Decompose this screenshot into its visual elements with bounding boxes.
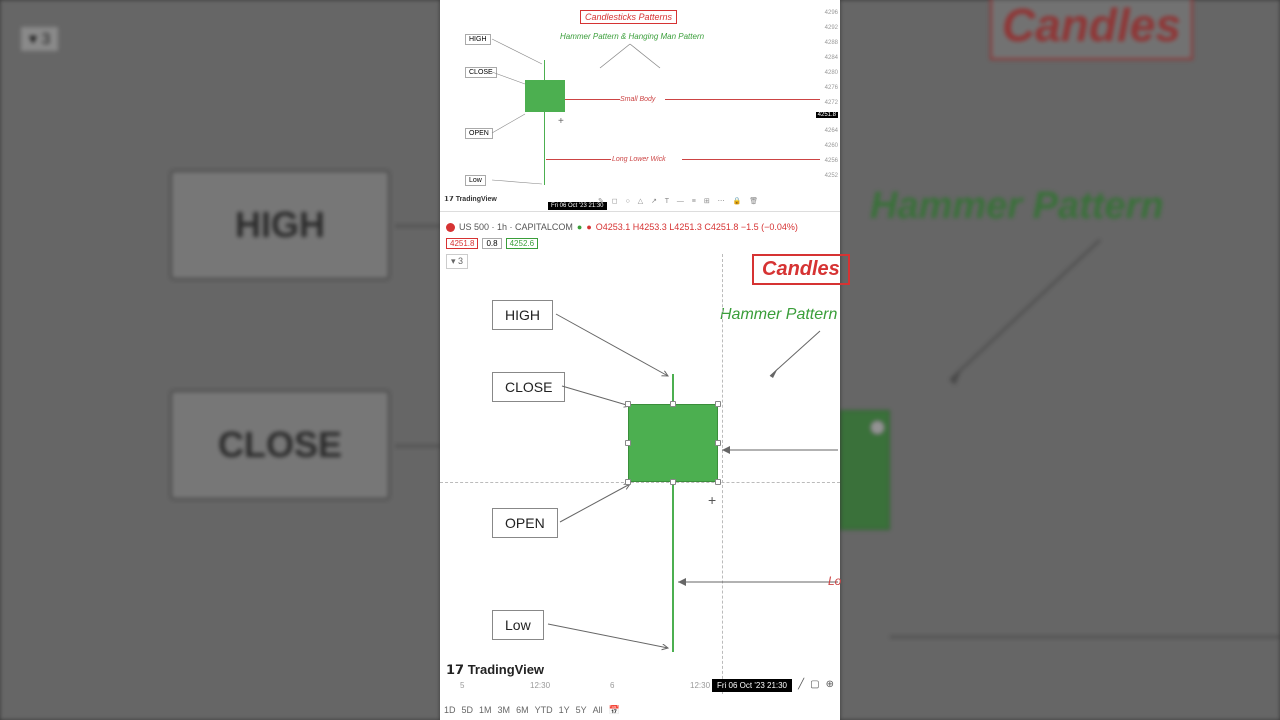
subtitle-arrow: [760, 326, 830, 386]
bg-high-box: HIGH: [170, 170, 390, 280]
tf-6m[interactable]: 6M: [516, 705, 529, 716]
open-label: OPEN: [505, 515, 545, 531]
low-label-box: Low: [492, 610, 544, 640]
time-tick: 6: [610, 681, 614, 690]
tf-all[interactable]: All: [593, 705, 603, 716]
thumb-title: Candlesticks Patterns: [580, 10, 677, 24]
bg-dropdown: ▾ 3: [20, 26, 59, 52]
handle-tm[interactable]: [670, 401, 676, 407]
thumb-small-body: Small Body: [620, 96, 655, 103]
tf-ytd[interactable]: YTD: [535, 705, 553, 716]
thumb-sb-line-l: [565, 99, 620, 100]
tf-5y[interactable]: 5Y: [576, 705, 587, 716]
tf-1y[interactable]: 1Y: [559, 705, 570, 716]
handle-bl[interactable]: [625, 479, 631, 485]
tf-3m[interactable]: 3M: [498, 705, 511, 716]
bg-subtitle: Hammer Pattern: [870, 185, 1164, 228]
main-title: Candles: [752, 254, 850, 285]
bg-arrow-down: [900, 230, 1120, 400]
thumb-fork: [590, 42, 670, 72]
handle-bm[interactable]: [670, 479, 676, 485]
bg-line: [395, 225, 440, 227]
thumb-price: 4296: [825, 10, 838, 16]
layers-dropdown[interactable]: ▾ 3: [446, 254, 468, 269]
bg-title: Candles: [990, 0, 1193, 60]
center-column: Candlesticks Patterns Hammer Pattern & H…: [440, 0, 840, 720]
time-tick: 5: [460, 681, 464, 690]
bg-close-box: CLOSE: [170, 390, 390, 500]
thumb-price: 4288: [825, 40, 838, 46]
line-tool-icon[interactable]: ╱: [798, 679, 804, 690]
thumb-price: 4264: [825, 128, 838, 134]
thumb-arrows: [490, 36, 550, 186]
timeframe-bar[interactable]: 1D 5D 1M 3M 6M YTD 1Y 5Y All 📅: [444, 705, 620, 716]
main-panel: US 500 · 1h · CAPITALCOM ● ● O4253.1 H42…: [440, 214, 840, 720]
tf-5d[interactable]: 5D: [462, 705, 474, 716]
thumb-price: 4252: [825, 173, 838, 179]
ticker-pills: 4251.8 0.8 4252.6: [446, 238, 538, 249]
handle-tr[interactable]: [715, 401, 721, 407]
ticker-ohlc: O4253.1 H4253.3 L4251.3 C4251.8 −1.5 (−0…: [596, 222, 798, 232]
low-label: Low: [505, 617, 531, 633]
date-tag: Fri 06 Oct '23 21:30: [712, 679, 792, 692]
thumb-lw-line-l: [546, 159, 611, 160]
background-right: Candles Hammer Pattern: [840, 0, 1280, 720]
thumb-open-box: OPEN: [465, 128, 493, 139]
arrow-wick-label: [674, 572, 840, 592]
handle-tl[interactable]: [625, 401, 631, 407]
candle-body[interactable]: [628, 404, 718, 482]
thumb-price: 4284: [825, 55, 838, 61]
thumb-price: 4272: [825, 100, 838, 106]
wick-top: [672, 374, 674, 404]
thumb-price: 4256: [825, 158, 838, 164]
tf-1d[interactable]: 1D: [444, 705, 456, 716]
thumb-cross-icon: +: [558, 116, 564, 127]
thumb-lw-line-r: [682, 159, 820, 160]
bg-title-text: Candles: [1002, 0, 1181, 51]
bg-handle: [870, 420, 885, 435]
tf-1m[interactable]: 1M: [479, 705, 492, 716]
bg-line3: [890, 636, 1280, 638]
thumb-high-box: HIGH: [465, 34, 491, 45]
lo-text: Lo: [828, 574, 841, 588]
thumb-price: 4276: [825, 85, 838, 91]
thumb-toolbar[interactable]: ✎ ◻ ○ △ ↗ T — ≡ ⊞ ⋯ 🔒 🗑: [598, 197, 761, 205]
more-tool-icon[interactable]: ⊕: [826, 679, 834, 690]
thumb-brand: 𝟭𝟳 TradingView: [444, 195, 497, 203]
thumb-price: 4292: [825, 25, 838, 31]
bg-subtitle-text: Hammer Pattern: [870, 185, 1164, 227]
time-tick: 12:30: [690, 681, 710, 690]
bg-high-label: HIGH: [235, 204, 325, 246]
high-label: HIGH: [505, 307, 540, 323]
brand: 𝟭𝟳 TradingView: [446, 662, 544, 678]
handle-br[interactable]: [715, 479, 721, 485]
thumbnail-panel: Candlesticks Patterns Hammer Pattern & H…: [440, 0, 840, 212]
draw-tools[interactable]: ╱ ▢ ⊕: [798, 679, 834, 690]
thumb-price-badge: 4251.8: [816, 112, 838, 118]
arrow-right-in: [718, 440, 840, 460]
pill-spread[interactable]: 0.8: [482, 238, 501, 249]
ticker-symbol: US 500 · 1h · CAPITALCOM: [459, 222, 573, 232]
calendar-icon[interactable]: 📅: [609, 705, 620, 716]
thumb-sb-line-r: [665, 99, 820, 100]
thumb-price: 4260: [825, 143, 838, 149]
cursor-cross-icon: +: [708, 492, 716, 508]
thumb-price: 4280: [825, 70, 838, 76]
rect-tool-icon[interactable]: ▢: [810, 679, 819, 690]
thumb-subtitle: Hammer Pattern & Hanging Man Pattern: [560, 32, 704, 41]
ticker-dot-icon: [446, 223, 455, 232]
pill-ask[interactable]: 4252.6: [506, 238, 538, 249]
pill-last[interactable]: 4251.8: [446, 238, 478, 249]
thumb-low-box: Low: [465, 175, 486, 186]
bg-close-label: CLOSE: [218, 424, 342, 466]
thumb-long-wick: Long Lower Wick: [612, 156, 666, 163]
background-left: HIGH CLOSE ▾ 3: [0, 0, 440, 720]
handle-ml[interactable]: [625, 440, 631, 446]
ticker-bar[interactable]: US 500 · 1h · CAPITALCOM ● ● O4253.1 H42…: [446, 222, 798, 232]
main-subtitle: Hammer Pattern: [720, 306, 837, 324]
crosshair-v: [722, 254, 723, 694]
time-tick: 12:30: [530, 681, 550, 690]
wick-bottom: [672, 482, 674, 652]
bg-line2: [395, 445, 440, 447]
